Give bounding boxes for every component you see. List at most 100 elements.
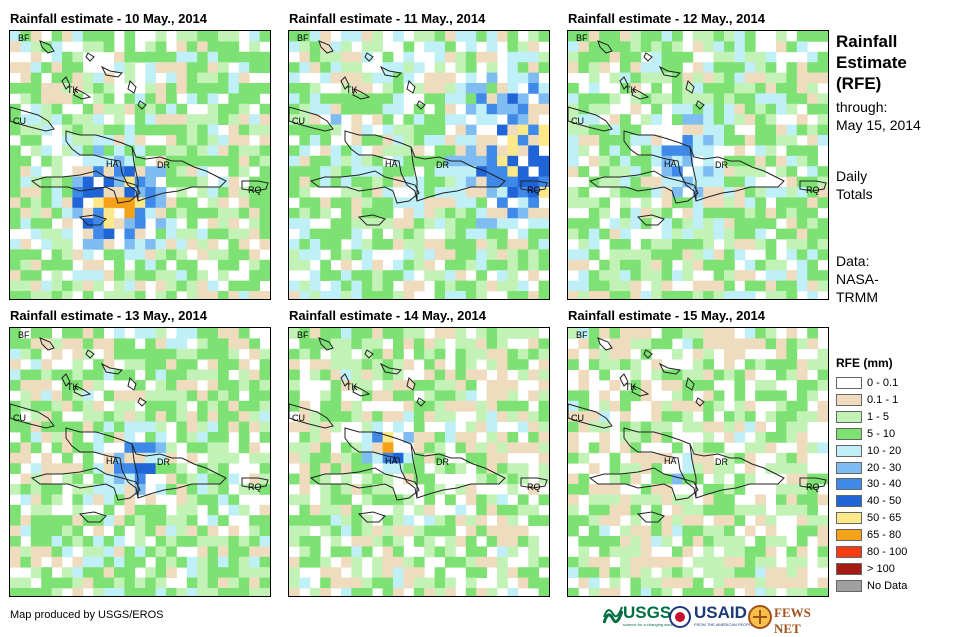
rainfall-cell [528,328,539,339]
rainfall-cell [486,114,498,125]
rainfall-cell [817,588,828,596]
rainfall-cell [361,239,373,250]
rainfall-cell [807,270,818,281]
rainfall-cell [393,359,404,370]
rainfall-cell [228,51,240,63]
rainfall-cell [249,338,260,350]
rainfall-cell [507,473,519,485]
rainfall-cell [207,504,219,516]
rainfall-cell [434,41,446,53]
rainfall-cell [817,114,828,125]
legend-swatch [836,393,862,406]
rainfall-cell [134,270,146,281]
rainfall-cell [197,280,208,292]
rainfall-cell [807,473,818,485]
rainfall-cell [734,176,746,188]
rainfall-cell [507,567,519,578]
rainfall-cell [630,536,642,547]
rainfall-cell [82,452,94,464]
rainfall-cell [259,452,270,464]
rainfall-cell [166,411,177,422]
rainfall-cell [651,369,662,381]
rainfall-cell [228,124,240,136]
rainfall-cell [682,228,694,240]
rainfall-cell [218,400,229,412]
rainfall-cell [361,72,373,84]
rainfall-cell [82,536,94,547]
rainfall-cell [207,442,219,454]
rainfall-cell [403,259,415,271]
usgs-logo: USGS [623,603,672,622]
rainfall-cell [218,369,229,381]
rainfall-cell [703,62,714,73]
rainfall-cell [630,280,642,292]
rainfall-cell [692,41,704,53]
rainfall-cell [755,536,766,547]
rainfall-cell [93,380,104,391]
rainfall-cell [30,31,42,42]
rainfall-cell [207,525,219,537]
coastline [364,349,374,359]
rainfall-cell [228,41,240,53]
rainfall-cell [166,291,177,299]
rainfall-cell [651,239,662,250]
rainfall-cell [807,442,818,454]
rainfall-cell [197,432,208,443]
rainfall-cell [341,380,352,391]
rainfall-cell [403,328,415,339]
rainfall-cell [93,166,104,177]
rainfall-cell [538,166,549,177]
rainfall-cell [786,556,798,568]
rainfall-cell [445,239,456,250]
rainfall-cell [599,504,610,516]
rainfall-cell [661,536,673,547]
rainfall-cell [578,280,590,292]
coastline [137,100,147,110]
rainfall-cell [455,484,467,495]
rainfall-cell [497,31,508,42]
rainfall-cell [341,484,352,495]
rainfall-cell [682,103,694,115]
rainfall-cell [507,280,519,292]
rainfall-cell [445,166,456,177]
rainfall-cell [640,176,652,188]
rainfall-cell [207,93,219,105]
rainfall-cell [30,145,42,157]
rainfall-cell [289,442,300,454]
rainfall-cell [10,124,21,136]
rainfall-cell [186,83,198,94]
rainfall-cell [630,135,642,146]
legend-item: No Data [836,579,907,592]
rainfall-cell [599,197,610,209]
rainfall-cell [403,166,415,177]
rainfall-cell [124,187,136,198]
rainfall-cell [703,380,714,391]
rainfall-cell [734,103,746,115]
rainfall-cell [351,484,363,495]
rainfall-cell [568,556,579,568]
rainfall-cell [207,473,219,485]
map-label-ha: HA [664,159,677,169]
rainfall-cell [734,270,746,281]
rainfall-cell [568,155,579,167]
rainfall-cell [30,369,42,381]
rainfall-cell [382,463,394,474]
rainfall-cell [320,328,331,339]
map-label-cu: CU [571,413,584,423]
rainfall-cell [445,390,456,402]
rainfall-cell [620,463,631,474]
rainfall-cell [507,504,519,516]
rainfall-cell [51,588,63,596]
rainfall-cell [166,114,177,125]
rainfall-cell [703,93,714,105]
rainfall-cell [517,51,529,63]
rainfall-cell [817,400,828,412]
rainfall-cell [372,452,383,464]
rainfall-cell [538,369,549,381]
coastline [636,511,665,523]
coastline [357,214,386,226]
rainfall-cell [145,390,156,402]
rainfall-cell [361,588,373,596]
rainfall-cell [30,432,42,443]
rainfall-cell [124,494,136,506]
